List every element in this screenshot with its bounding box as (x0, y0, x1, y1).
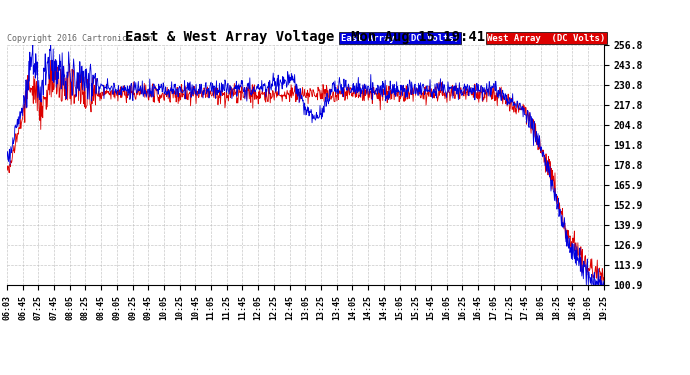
Text: Copyright 2016 Cartronics.com: Copyright 2016 Cartronics.com (7, 34, 152, 43)
Text: East Array  (DC Volts): East Array (DC Volts) (341, 34, 460, 43)
Text: West Array  (DC Volts): West Array (DC Volts) (487, 34, 606, 43)
Title: East & West Array Voltage  Mon Aug 15 19:41: East & West Array Voltage Mon Aug 15 19:… (126, 30, 485, 44)
